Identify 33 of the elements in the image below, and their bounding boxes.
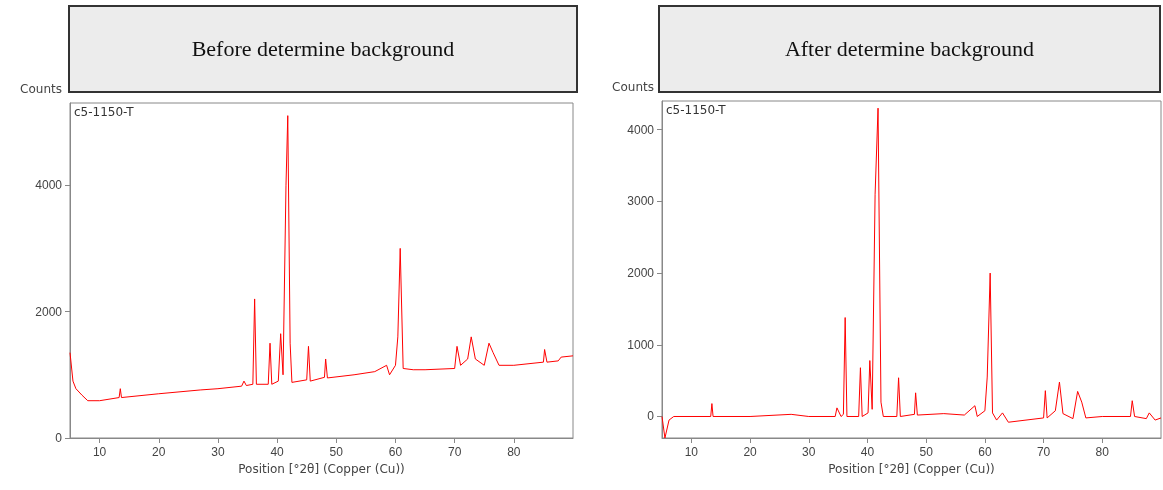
x-axis-title: Position [°2θ] (Copper (Cu)) xyxy=(238,461,405,476)
y-tick-label: 0 xyxy=(647,409,655,424)
x-tick-label: 50 xyxy=(919,445,934,459)
x-tick-label: 70 xyxy=(1036,445,1051,459)
y-axis-title: Counts xyxy=(20,82,62,96)
x-tick-label: 20 xyxy=(152,445,166,459)
x-tick-label: 30 xyxy=(211,445,225,459)
x-tick-label: 10 xyxy=(684,445,699,459)
x-tick-label: 80 xyxy=(1095,445,1110,459)
y-tick-label: 2000 xyxy=(627,266,655,281)
y-tick-label: 4000 xyxy=(627,122,655,137)
x-tick-label: 50 xyxy=(329,445,344,459)
y-tick-label: 0 xyxy=(55,431,63,445)
x-axis-title: Position [°2θ] (Copper (Cu)) xyxy=(828,461,995,476)
line-series xyxy=(69,115,574,402)
x-tick-label: 80 xyxy=(507,445,521,459)
chart-title: After determine background xyxy=(784,36,1035,62)
chart-title: Before determine background xyxy=(191,36,455,62)
x-tick-label: 10 xyxy=(92,445,107,459)
x-tick-label: 60 xyxy=(388,445,403,459)
annotation: c5-1150-T xyxy=(666,103,727,117)
y-tick-label: 3000 xyxy=(627,194,655,209)
y-axis-title: Counts xyxy=(612,80,654,94)
x-tick-label: 60 xyxy=(978,445,992,459)
x-tick-label: 70 xyxy=(447,445,462,459)
annotation: c5-1150-T xyxy=(74,105,135,119)
x-tick-label: 40 xyxy=(860,445,875,459)
x-tick-label: 30 xyxy=(802,445,816,459)
x-tick-label: 40 xyxy=(270,445,285,459)
x-tick-label: 20 xyxy=(743,445,758,459)
y-tick-label: 2000 xyxy=(35,304,63,319)
y-tick-label: 1000 xyxy=(627,337,655,352)
y-tick-label: 4000 xyxy=(35,178,63,193)
